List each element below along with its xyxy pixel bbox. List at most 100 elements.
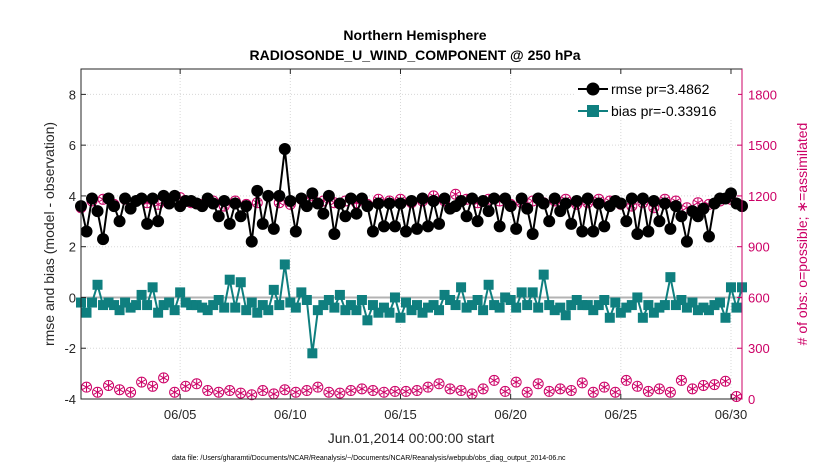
obs-point [653,383,665,395]
bias-point [301,295,312,305]
obs-possible-marker [576,377,588,389]
obs-possible-marker [708,379,720,391]
bias-point [472,295,483,305]
obs-possible-marker [290,386,302,398]
obs-assimilated-marker [148,383,157,389]
obs-point [631,380,643,392]
obs-assimilated-marker [578,380,587,386]
rmse-point [493,220,506,233]
bias-point [500,292,511,303]
bias-point [505,295,516,305]
bias-point [632,292,643,303]
legend: rmse pr=3.4862 bias pr=-0.33916 [575,75,738,119]
obs-possible-marker [114,384,126,396]
obs-point [158,372,170,384]
rmse-point [256,217,269,230]
bias-point [533,302,544,313]
bias-point [285,297,296,308]
bias-point [577,300,588,311]
bias-point [296,287,307,298]
obs-point [180,380,192,392]
rmse-point [135,192,148,205]
bias-point [241,305,252,316]
rmse-point [587,225,600,238]
bias-point [637,312,648,323]
obs-point [345,385,357,397]
obs-possible-marker [213,386,225,398]
obs-assimilated-marker [214,389,223,395]
obs-assimilated-marker [82,384,91,390]
obs-assimilated-marker [335,390,345,396]
rmse-point [543,215,556,228]
bias-point [511,302,522,313]
obs-point [543,385,555,397]
bias-point [467,300,478,311]
rmse-point [570,195,583,207]
y-axis-label-left: rmse and bias (model - observation) [41,122,57,346]
bias-point [582,300,593,311]
obs-assimilated-marker [611,389,620,395]
bias-point [665,272,676,283]
obs-assimilated-marker [567,387,576,394]
rmse-point [251,184,264,197]
bias-point [439,289,450,300]
obs-assimilated-marker [655,386,664,392]
rmse-point [433,217,446,230]
obs-assimilated-marker [512,379,521,385]
bias-point [456,282,467,293]
obs-point [103,379,115,391]
obs-possible-marker [235,387,247,399]
obs-possible-marker [631,380,643,392]
obs-possible-marker [411,385,423,397]
obs-assimilated-marker [203,387,212,394]
obs-possible-marker [92,386,104,398]
x-tick-label: 06/10 [274,407,307,422]
obs-possible-marker [147,380,159,392]
obs-possible-marker [334,387,346,399]
bias-point [720,312,731,323]
bias-point [483,279,494,290]
legend-bias-label: bias pr=-0.33916 [611,103,717,119]
obs-possible-marker [455,385,467,397]
rmse-point [471,215,484,228]
y-right-tick-label: 900 [748,240,770,255]
bias-point [384,307,395,318]
obs-point [433,378,445,390]
x-tick-label: 06/25 [605,407,638,422]
bias-point [604,312,615,323]
obs-point [334,387,346,399]
obs-possible-marker [686,383,698,395]
obs-point [499,385,511,397]
obs-assimilated-marker [644,388,653,395]
rmse-point [548,192,561,205]
rmse-point [394,197,407,210]
y-left-tick-label: 2 [69,240,76,255]
obs-point [356,383,368,395]
bias-point [643,300,654,311]
obs-assimilated-marker [721,378,730,384]
bias-point [621,302,632,313]
obs-assimilated-marker [390,388,400,395]
obs-point [125,386,137,398]
bias-point [461,302,472,313]
y-right-tick-label: 1500 [748,138,777,153]
rmse-point [168,189,181,202]
rmse-point [537,197,550,210]
obs-possible-marker [433,378,445,390]
rmse-point [504,200,517,213]
obs-assimilated-marker [115,387,124,393]
obs-possible-marker [532,378,544,390]
obs-possible-marker [367,385,379,397]
bias-point [648,307,659,318]
obs-assimilated-marker [170,389,179,395]
obs-possible-marker [510,376,522,388]
bias-point [98,300,109,311]
rmse-point [333,197,346,210]
bias-point [235,277,246,288]
bias-point [197,302,208,313]
rmse-point [680,235,693,248]
bias-point [544,300,555,311]
rmse-point [328,228,341,240]
bias-point [345,300,356,311]
obs-point [136,376,148,388]
